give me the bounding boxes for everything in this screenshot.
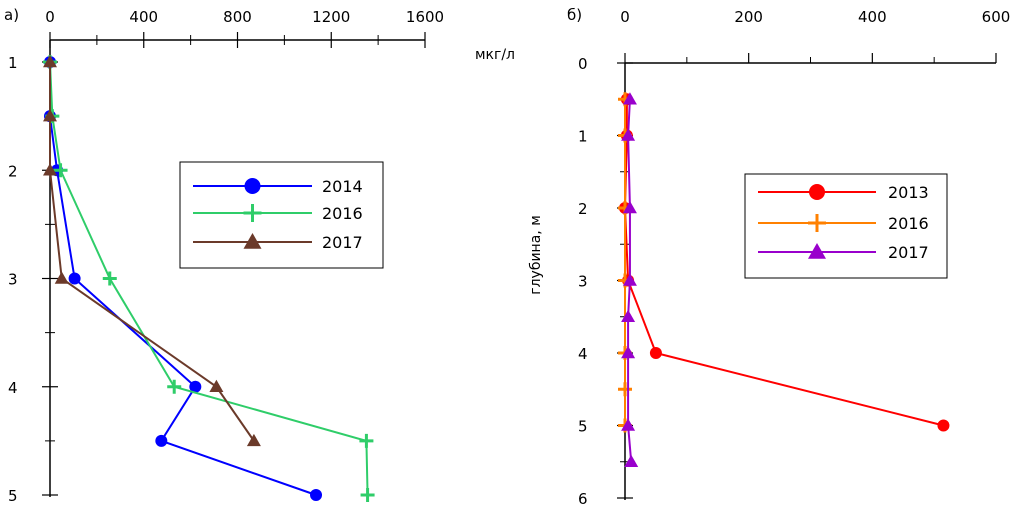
x-tick-label: 1600 <box>406 8 444 26</box>
legend-marker <box>244 178 261 194</box>
legend: 2014 2016 2017 <box>179 161 384 269</box>
data-point <box>622 201 637 214</box>
data-point <box>43 163 57 176</box>
x-tick-label: 600 <box>982 8 1011 26</box>
legend-entry: 2016 <box>322 204 363 223</box>
y-tick-label: 1 <box>578 128 588 146</box>
data-point <box>155 434 168 447</box>
series-line <box>49 61 369 496</box>
series-line <box>49 62 255 442</box>
series-2017 <box>43 55 261 447</box>
series-line <box>623 99 944 427</box>
legend-marker <box>243 204 262 222</box>
y-tick-label: 4 <box>8 379 18 397</box>
x-tick-label: 0 <box>620 8 630 26</box>
data-point <box>622 92 637 105</box>
data-point <box>621 346 636 359</box>
data-point <box>621 128 636 141</box>
y-tick-label: 1 <box>8 54 18 72</box>
legend-marker <box>808 243 826 259</box>
x-tick-label: 0 <box>45 8 55 26</box>
data-point <box>167 379 182 394</box>
legend-entry: 2017 <box>322 233 363 252</box>
data-point <box>43 109 57 122</box>
panel-label: б) <box>567 6 582 24</box>
legend-marker <box>808 214 826 232</box>
y-tick-label: 4 <box>578 345 588 363</box>
legend-entry: 2016 <box>888 214 929 233</box>
legend-entry: 2013 <box>888 183 929 202</box>
y-tick-label: 2 <box>578 200 588 218</box>
data-point <box>310 489 323 501</box>
data-point <box>937 419 950 432</box>
x-tick-label: 400 <box>129 8 158 26</box>
y-tick-label: 5 <box>8 487 18 505</box>
data-point <box>624 454 639 467</box>
data-point <box>102 271 117 286</box>
data-point <box>649 347 662 359</box>
chart-panel-1: а) 0 400 800 1200 1600 1 2 3 4 5 мкг/л 2014 2016 2017 <box>4 6 515 505</box>
legend-box <box>179 161 384 269</box>
x-tick-label: 800 <box>223 8 252 26</box>
series-2017 <box>621 92 639 467</box>
y-tick-label: 5 <box>578 418 588 436</box>
y-tick-label: 2 <box>8 162 18 180</box>
data-point <box>359 433 374 448</box>
series-2014 <box>44 56 323 501</box>
data-point <box>209 379 224 392</box>
data-point <box>53 163 68 178</box>
series-line <box>49 62 317 496</box>
data-point <box>246 433 261 447</box>
legend-entry: 2017 <box>888 243 929 262</box>
data-point <box>621 309 636 322</box>
data-point <box>54 271 69 284</box>
series-2016 <box>43 55 375 502</box>
data-point <box>622 273 637 286</box>
legend-entry: 2014 <box>322 177 363 196</box>
y-tick-label: 6 <box>578 490 588 508</box>
panel-label: а) <box>4 6 19 24</box>
legend: 2013 2016 2017 <box>744 173 948 279</box>
x-tick-label: 200 <box>734 8 763 26</box>
data-point <box>621 418 636 431</box>
data-point <box>189 380 202 393</box>
legend-marker <box>243 233 262 249</box>
series-line <box>627 99 633 462</box>
y-tick-label: 0 <box>578 55 588 73</box>
x-tick-label: 1200 <box>312 8 350 26</box>
data-point <box>360 488 375 502</box>
data-point <box>43 55 57 68</box>
x-tick-label: 400 <box>858 8 887 26</box>
data-point <box>618 382 632 397</box>
y-axis-label: глубина, м <box>528 215 544 295</box>
y-tick-label: 3 <box>578 273 588 291</box>
legend-marker <box>809 184 825 200</box>
x-axis-label: мкг/л <box>475 47 515 63</box>
data-point <box>68 272 81 285</box>
y-tick-label: 3 <box>8 271 18 289</box>
